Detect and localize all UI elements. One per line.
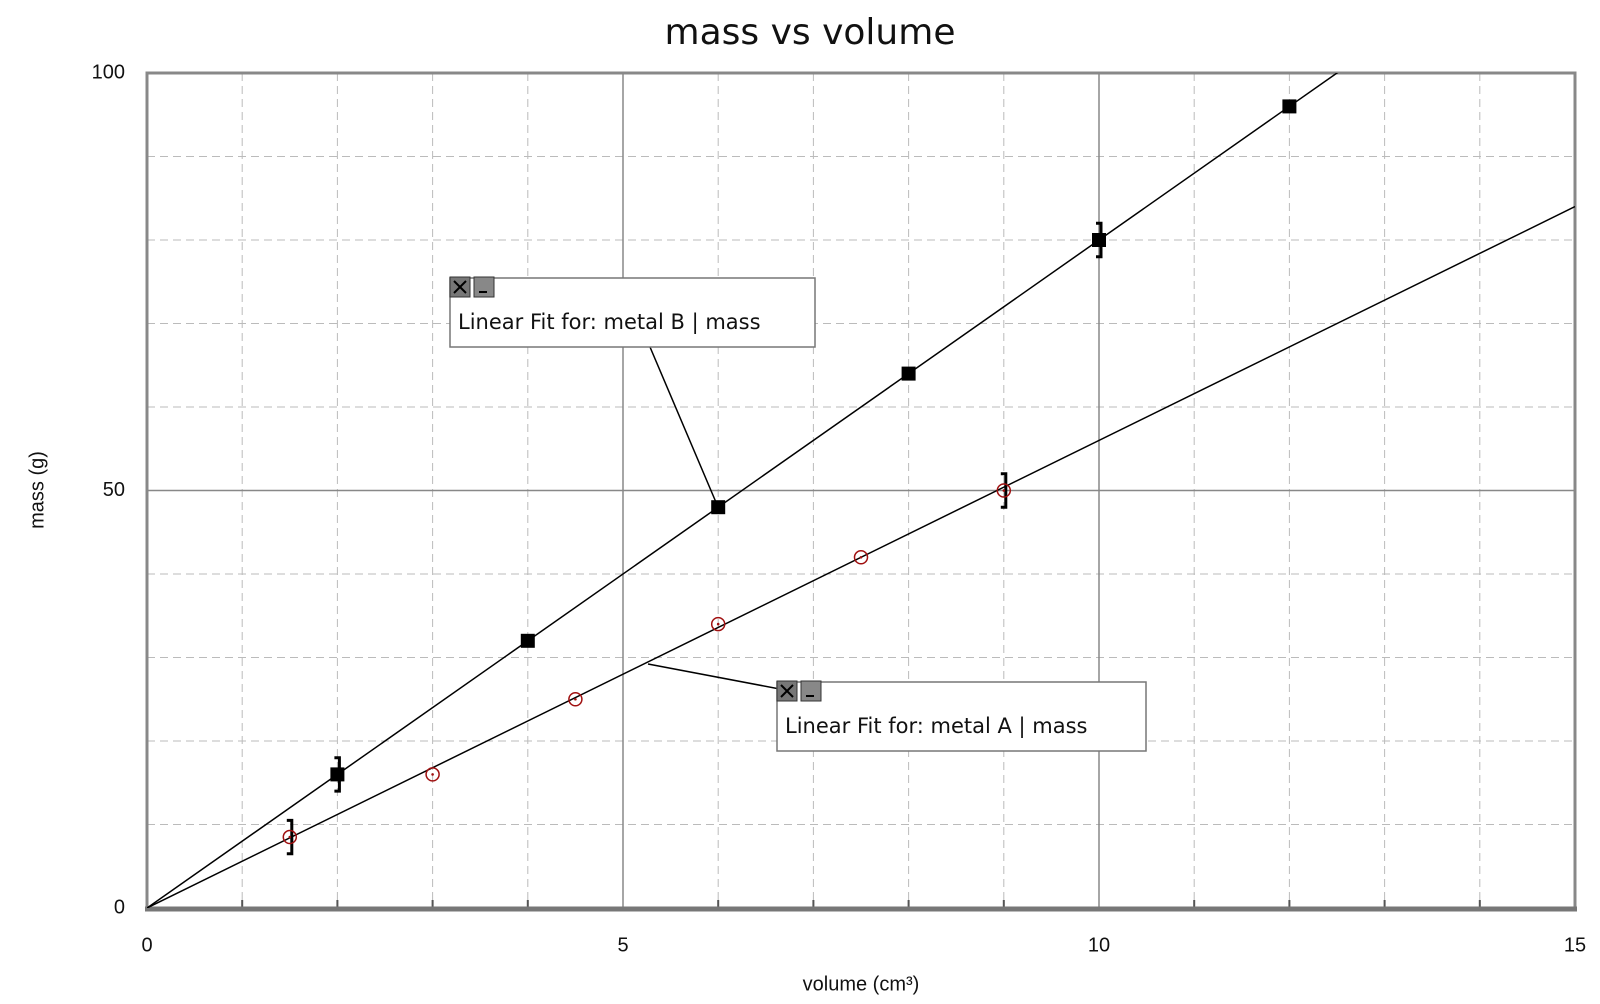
minimize-button[interactable] <box>800 680 822 702</box>
annotation-connector <box>649 346 719 508</box>
marks <box>147 73 1575 908</box>
annotation-connector <box>647 663 786 691</box>
point-center <box>431 773 434 776</box>
x-tick-label: 0 <box>141 934 152 956</box>
close-icon <box>780 684 794 698</box>
point <box>425 767 440 782</box>
chart-title: mass vs volume <box>665 12 956 53</box>
annotation-text: Linear Fit for: metal A | mass <box>785 714 1087 739</box>
annotation-box <box>449 277 816 348</box>
point <box>1092 233 1106 247</box>
y-tick-label: 0 <box>114 896 125 918</box>
x-tick-label: 10 <box>1088 934 1110 956</box>
point-center <box>859 556 863 559</box>
error-bar <box>1000 472 1008 509</box>
y-axis-label: mass (g) <box>26 451 48 529</box>
error-bar <box>286 818 294 856</box>
point-center <box>574 697 577 701</box>
fit-line <box>147 73 1339 908</box>
point <box>901 366 916 381</box>
annotation-a: Linear Fit for: metal A | mass <box>647 663 1147 752</box>
x-tick-label: 5 <box>617 934 628 956</box>
point-center <box>1002 489 1006 492</box>
minimize-button[interactable] <box>473 276 495 298</box>
point-center <box>288 835 292 839</box>
annotation-text: Linear Fit for: metal B | mass <box>458 310 761 335</box>
point <box>568 692 583 707</box>
point <box>1282 99 1297 114</box>
x-tick-label: 15 <box>1564 934 1586 956</box>
point-center <box>716 622 720 626</box>
point <box>711 500 726 515</box>
y-tick-label: 50 <box>103 479 125 501</box>
point <box>520 633 535 648</box>
point <box>282 829 298 845</box>
annotation-b: Linear Fit for: metal B | mass <box>449 276 816 508</box>
point <box>710 616 726 632</box>
grid <box>146 72 1576 909</box>
y-tick-label: 100 <box>92 61 125 83</box>
x-axis-label: volume (cm³) <box>803 973 920 995</box>
point <box>330 767 345 782</box>
point <box>996 483 1012 498</box>
annotation-box <box>776 681 1147 752</box>
point <box>853 550 869 565</box>
close-icon <box>453 280 467 294</box>
